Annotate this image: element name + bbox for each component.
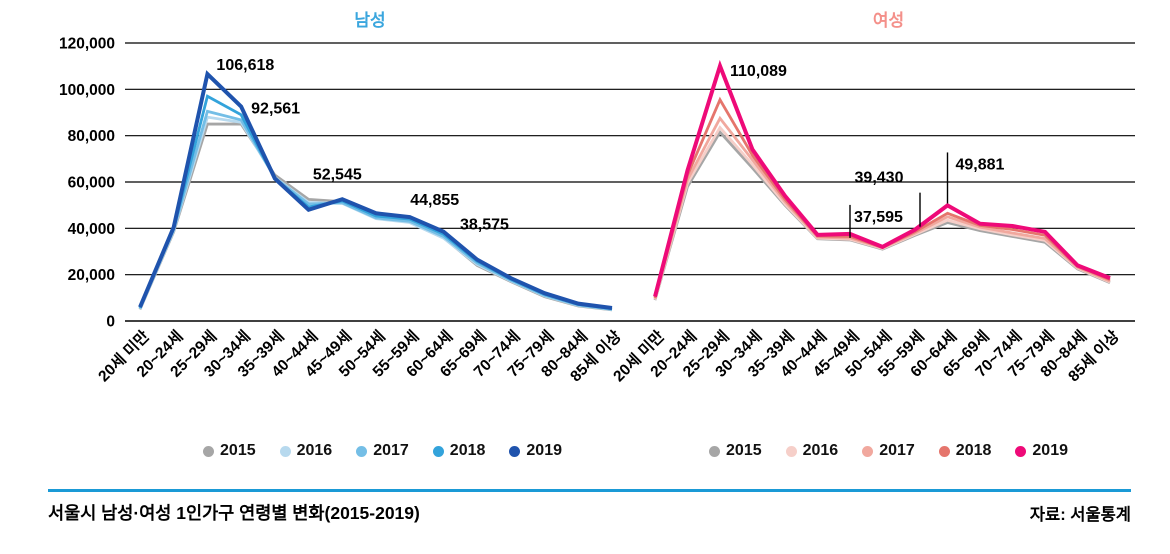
- legend-label: 2016: [802, 442, 839, 459]
- y-axis-tick-label: 100,000: [59, 82, 115, 99]
- female-chart-title: 여성: [872, 11, 905, 30]
- legend-item-2019: 2019: [509, 442, 562, 460]
- legend-item-2017: 2017: [862, 442, 915, 460]
- data-label: 92,561: [251, 101, 300, 118]
- legend-item-2019: 2019: [1015, 442, 1068, 460]
- series-line-male-2019: [138, 70, 613, 311]
- legend-dot-icon: [938, 445, 950, 457]
- figure-caption: 서울시 남성·여성 1인가구 연령별 변화(2015-2019): [48, 503, 420, 523]
- y-axis-tick-label: 60,000: [68, 175, 115, 192]
- male-legend: 2015 2016 2017 2018 2019: [130, 438, 635, 464]
- legend-label: 2018: [449, 442, 486, 459]
- data-label: 37,595: [854, 209, 903, 226]
- data-label: 38,575: [460, 217, 509, 234]
- caption-divider: [48, 489, 1131, 492]
- data-label: 44,855: [410, 192, 459, 209]
- legend-item-2016: 2016: [279, 442, 333, 460]
- legend-item-2018: 2018: [938, 442, 992, 460]
- legend-item-2018: 2018: [432, 442, 486, 460]
- legend-dot-icon: [432, 445, 444, 457]
- legend-dot-icon: [785, 445, 797, 457]
- legend-dot-icon: [1015, 445, 1027, 457]
- legend-item-2016: 2016: [785, 442, 839, 460]
- legend-dot-icon: [203, 445, 215, 457]
- legend-dot-icon: [709, 445, 721, 457]
- legend-item-2017: 2017: [356, 442, 409, 460]
- data-label: 49,881: [956, 156, 1005, 173]
- data-label: 39,430: [855, 170, 904, 187]
- y-axis-tick-label: 0: [106, 314, 115, 331]
- legend-label: 2016: [296, 442, 333, 459]
- source-note: 자료: 서울통계: [1029, 506, 1131, 524]
- legend-label: 2019: [526, 442, 562, 459]
- series-line-female-2019: [653, 59, 1111, 298]
- legend-dot-icon: [509, 445, 521, 457]
- female-legend: 2015 2016 2017 2018 2019: [640, 438, 1137, 464]
- legend-item-2015: 2015: [203, 442, 256, 460]
- data-label: 106,618: [216, 57, 274, 74]
- male-chart-title: 남성: [354, 11, 386, 30]
- legend-label: 2018: [955, 442, 992, 459]
- legend-dot-icon: [862, 445, 874, 457]
- legend-label: 2019: [1032, 442, 1068, 459]
- series-line-male-2017: [138, 109, 613, 311]
- legend-label: 2017: [373, 442, 409, 459]
- y-axis-tick-label: 120,000: [59, 36, 115, 53]
- y-axis-tick-label: 20,000: [68, 267, 115, 284]
- data-label: 110,089: [730, 63, 787, 80]
- series-line-male-2018: [138, 94, 613, 311]
- legend-dot-icon: [279, 445, 291, 457]
- legend-item-2015: 2015: [709, 442, 762, 460]
- data-label: 52,545: [313, 166, 362, 183]
- y-axis-tick-label: 80,000: [68, 128, 115, 145]
- legend-label: 2015: [220, 442, 256, 459]
- legend-dot-icon: [356, 445, 368, 457]
- plot-area: 020,00040,00060,00080,000100,000120,0002…: [59, 36, 1135, 385]
- y-axis-tick-label: 40,000: [68, 221, 115, 238]
- legend-label: 2015: [726, 442, 762, 459]
- legend-label: 2017: [879, 442, 915, 459]
